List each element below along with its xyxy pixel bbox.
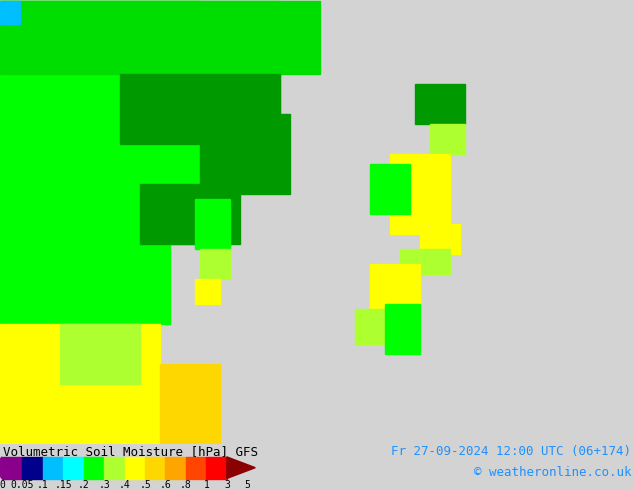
Bar [400, 249, 450, 274]
Bar [63, 457, 84, 479]
Bar [165, 457, 186, 479]
Bar [2, 457, 22, 479]
Bar [145, 457, 165, 479]
Text: 0.05: 0.05 [11, 480, 34, 490]
Bar [186, 457, 207, 479]
Bar [0, 1, 20, 24]
Bar [390, 154, 450, 234]
Bar [0, 324, 160, 444]
Bar [84, 457, 104, 479]
Bar [22, 457, 43, 479]
Text: Fr 27-09-2024 12:00 UTC (06+174): Fr 27-09-2024 12:00 UTC (06+174) [391, 445, 631, 458]
Bar [370, 164, 410, 214]
Bar [60, 324, 140, 384]
Polygon shape [227, 457, 256, 479]
Bar [0, 244, 170, 324]
Bar [160, 364, 220, 444]
Text: .4: .4 [119, 480, 131, 490]
Bar [415, 84, 465, 124]
Bar [104, 457, 124, 479]
Text: 1: 1 [204, 480, 209, 490]
Bar [200, 114, 290, 194]
Bar [125, 457, 145, 479]
Text: .6: .6 [160, 480, 171, 490]
Text: .3: .3 [98, 480, 110, 490]
Bar [420, 224, 460, 254]
Text: .5: .5 [139, 480, 151, 490]
Text: .1: .1 [37, 480, 49, 490]
Bar [0, 1, 200, 244]
Bar [140, 184, 240, 244]
Text: 0: 0 [0, 480, 5, 490]
Text: 3: 3 [224, 480, 230, 490]
Bar [195, 279, 220, 304]
Text: .8: .8 [180, 480, 192, 490]
Bar [385, 304, 420, 354]
Text: © weatheronline.co.uk: © weatheronline.co.uk [474, 466, 631, 479]
Polygon shape [0, 457, 2, 479]
Text: Volumetric Soil Moisture [hPa] GFS: Volumetric Soil Moisture [hPa] GFS [3, 445, 258, 458]
Bar [355, 309, 395, 344]
Bar [370, 264, 420, 314]
Bar [207, 457, 227, 479]
Text: .15: .15 [55, 480, 72, 490]
Bar [43, 457, 63, 479]
Bar [120, 74, 280, 144]
Bar [0, 1, 280, 144]
Text: 5: 5 [244, 480, 250, 490]
Bar [0, 1, 320, 74]
Bar [430, 124, 465, 154]
Bar [195, 199, 230, 249]
Text: .2: .2 [78, 480, 89, 490]
Bar [200, 249, 230, 279]
